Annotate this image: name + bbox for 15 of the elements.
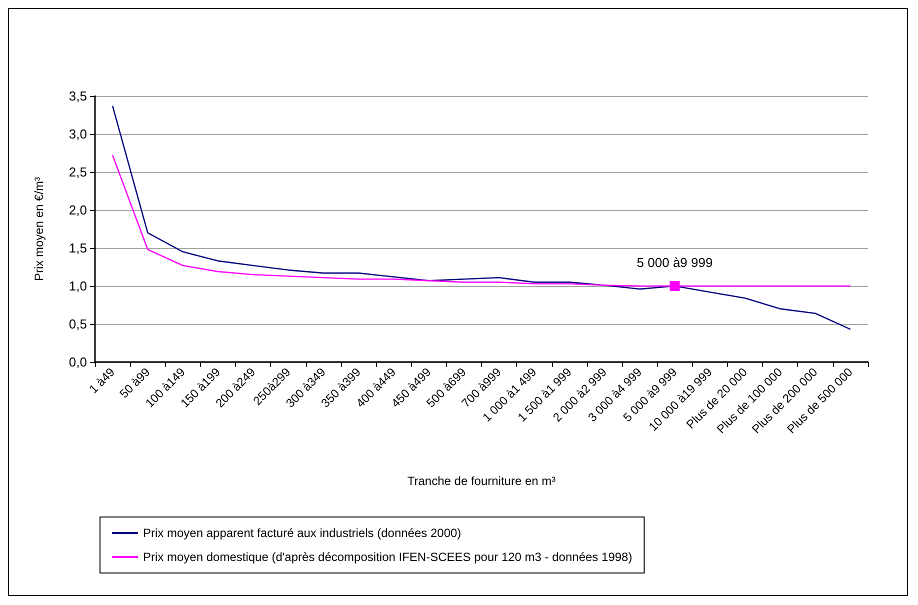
annotation: 5 000 à9 999	[636, 255, 713, 270]
y-tick-label: 2,5	[68, 164, 87, 180]
y-tick-label: 3,5	[68, 88, 87, 104]
y-tick-label: 1,5	[68, 240, 87, 256]
y-tick-label: 0,0	[68, 354, 87, 370]
x-axis-title: Tranche de fourniture en m³	[407, 474, 556, 488]
legend-label: Prix moyen domestique (d'après décomposition IFEN-SCEES pour 120 m3 - données 1998)	[143, 550, 632, 564]
y-tick-label: 3,0	[68, 126, 87, 142]
y-tick-label: 2,0	[68, 202, 87, 218]
y-axis-title: Prix moyen en €/m³	[32, 176, 46, 282]
x-tick-label: 1 à49	[86, 364, 118, 396]
legend-label: Prix moyen apparent facturé aux industriels (données 2000)	[143, 526, 462, 540]
y-tick-label: 0,5	[68, 316, 87, 332]
line-series	[112, 105, 852, 330]
y-tick-label: 1,0	[68, 278, 87, 294]
